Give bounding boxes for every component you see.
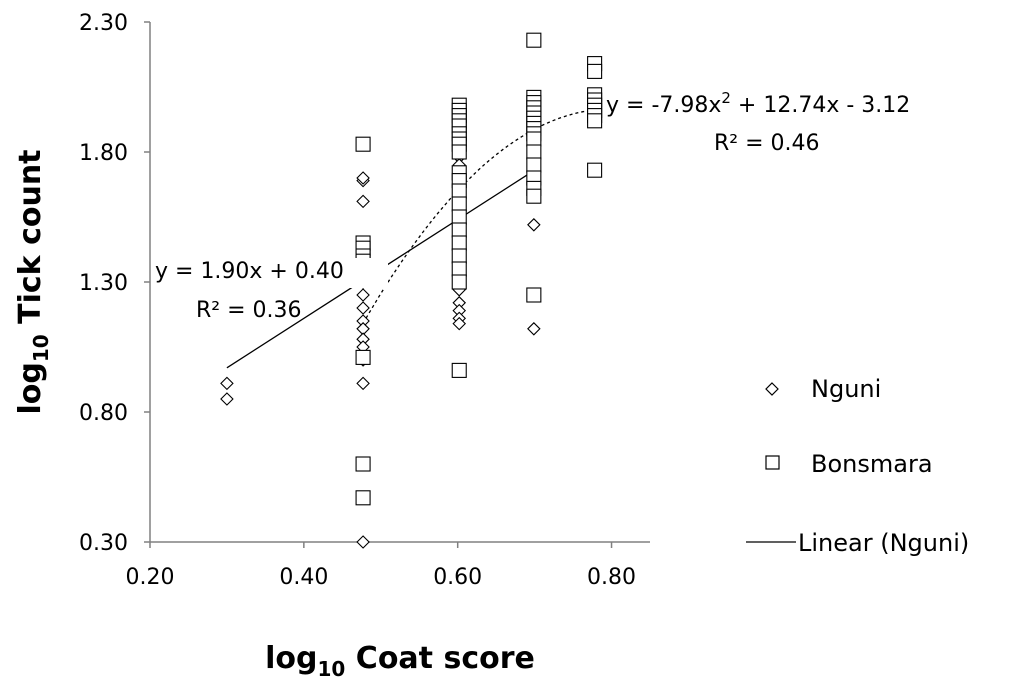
nguni-point [452,316,467,331]
nguni-point [527,322,541,336]
y-axis-title-base: log [13,362,48,414]
y-tick-label: 2.30 [79,11,128,36]
poly-eq-exp: 2 [721,89,731,107]
diamond-icon [765,382,779,396]
y-axis-title-sub: 10 [29,334,53,362]
legend-item-bonsmara: Bonsmara [765,450,933,478]
poly-eq-part2: + 12.74x - 3.12 [731,93,910,118]
bonsmara-point [451,235,467,251]
poly-r2: R² = 0.46 [714,131,820,156]
nguni-point [356,194,370,209]
y-tick-label: 1.80 [79,141,128,166]
bonsmara-point [355,136,371,152]
linear-r2: R² = 0.36 [196,298,302,323]
bonsmara-point [451,196,467,212]
bonsmara-point [451,209,467,225]
bonsmara-point [587,63,603,79]
linear-equation: y = 1.90x + 0.40 [155,259,344,284]
y-axis-title: log10 Tick count [13,149,53,414]
nguni-point [527,218,541,232]
bonsmara-point [451,222,467,238]
bonsmara-point [526,144,542,160]
legend-label-linear-nguni: Linear (Nguni) [798,529,969,557]
bonsmara-point [526,157,542,173]
y-axis-title-rest: Tick count [13,149,48,334]
bonsmara-point [451,274,467,290]
legend-label-nguni: Nguni [811,375,881,403]
nguni-point [220,392,234,406]
poly-equation: y = -7.98x2 + 12.74x - 3.12 [606,89,910,118]
bonsmara-point [526,188,542,204]
x-tick-label: 0.20 [126,565,175,590]
data-points [220,32,603,549]
plot-area: 0.30 0.80 1.30 1.80 2.30 0.20 0.40 0.60 0.80 [79,11,650,590]
legend-item-linear-nguni: Linear (Nguni) [746,529,969,557]
y-tick-label: 0.30 [79,531,128,556]
bonsmara-point [526,287,542,303]
legend-item-nguni: Nguni [765,375,881,403]
poly-annotation: y = -7.98x2 + 12.74x - 3.12 R² = 0.46 [604,89,944,156]
bonsmara-point [526,131,542,147]
nguni-point [356,171,370,185]
y-tick-label: 1.30 [79,271,128,296]
linear-annotation: y = 1.90x + 0.40 R² = 0.36 [155,258,388,323]
bonsmara-point [355,349,371,365]
x-axis-title-sub: 10 [318,657,346,681]
bonsmara-point [355,490,371,506]
x-axis-title-base: log [265,641,317,676]
polynomial-trendline [362,109,595,324]
series-bonsmara [355,32,603,506]
nguni-point [356,288,370,302]
x-tick-label: 0.60 [433,565,482,590]
legend-label-bonsmara: Bonsmara [811,450,933,478]
legend: Nguni Bonsmara Linear (Nguni) [746,375,969,557]
y-ticks: 0.30 0.80 1.30 1.80 2.30 [79,11,150,556]
x-ticks: 0.20 0.40 0.60 0.80 [126,542,636,590]
x-tick-label: 0.80 [587,565,636,590]
nguni-point [356,376,370,391]
y-tick-label: 0.80 [79,401,128,426]
nguni-point [356,535,370,549]
bonsmara-point [587,162,603,178]
x-axis-title: log10 Coat score [265,641,535,681]
nguni-point [356,301,370,315]
bonsmara-point [355,456,371,472]
bonsmara-point [587,113,603,129]
bonsmara-point [526,32,542,48]
bonsmara-point [451,144,467,160]
nguni-point [220,376,234,391]
bonsmara-point [451,248,467,264]
square-icon [765,455,780,470]
bonsmara-point [451,362,467,378]
bonsmara-point [451,261,467,277]
bonsmara-point [451,183,467,199]
x-tick-label: 0.40 [279,565,328,590]
poly-eq-part1: y = -7.98x [606,93,721,118]
x-axis-title-rest: Coat score [345,641,535,676]
